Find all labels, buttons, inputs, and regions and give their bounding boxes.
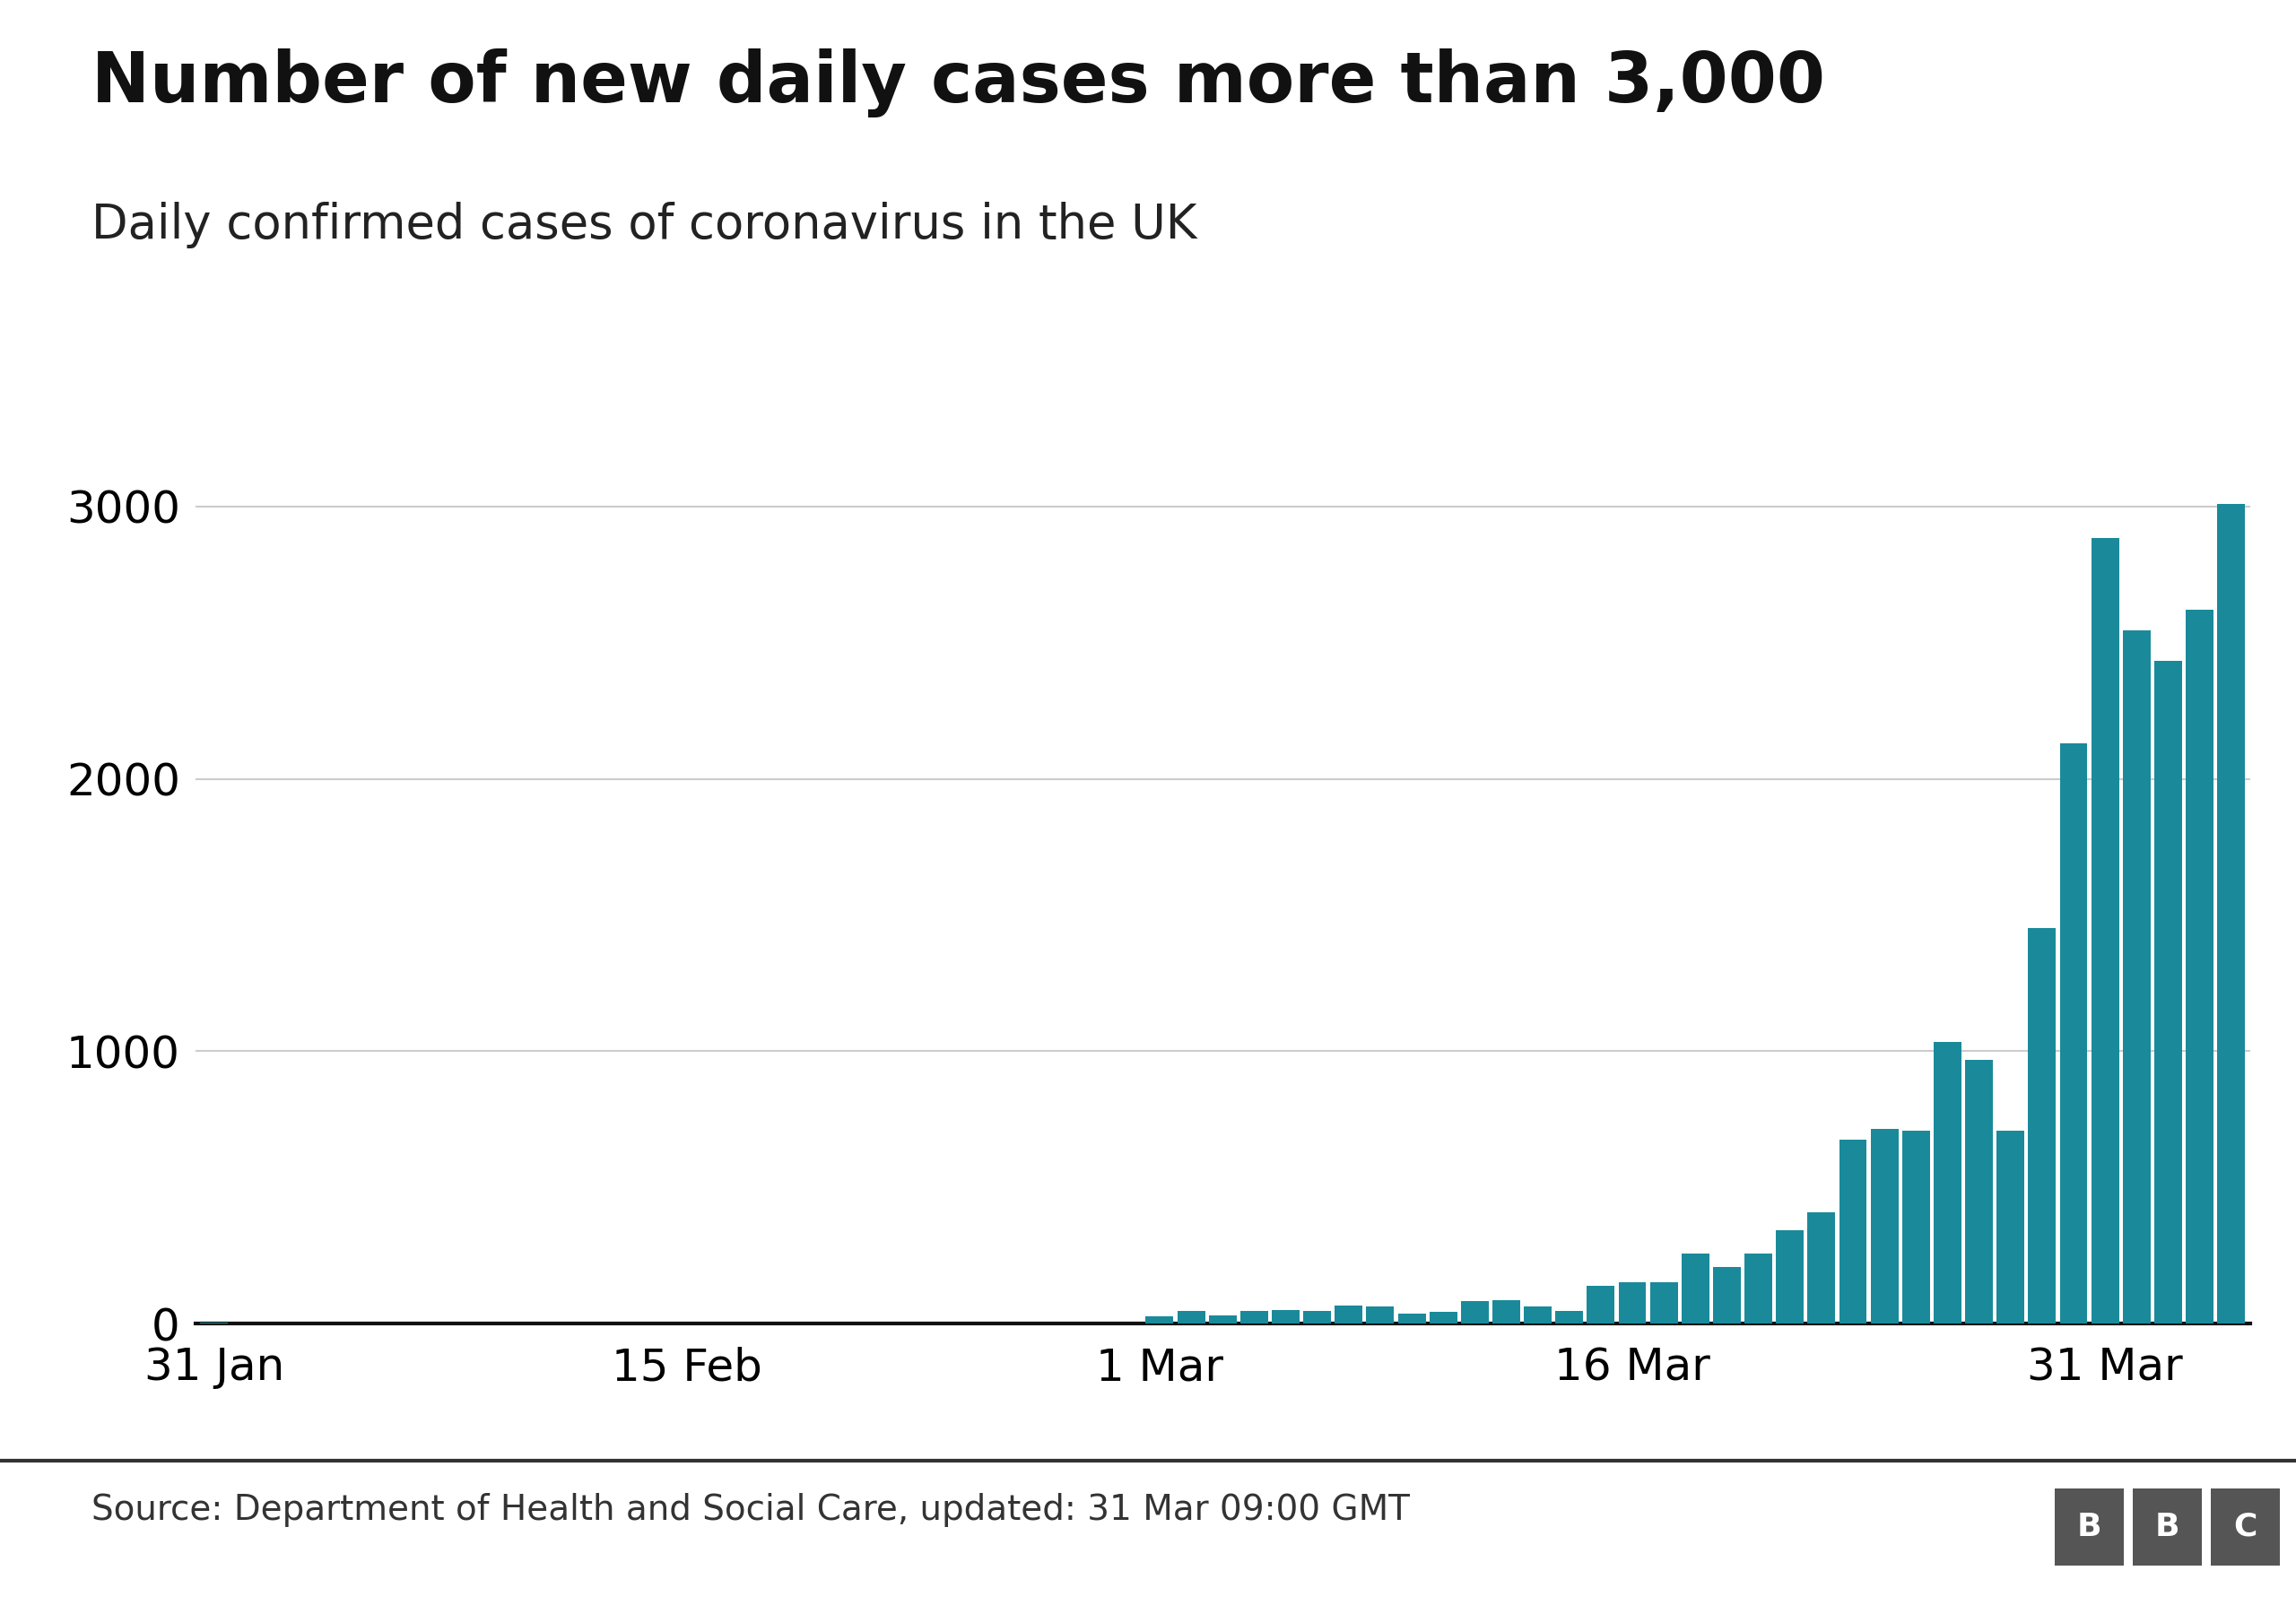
- Bar: [1651, 1282, 1678, 1323]
- Bar: [1525, 1306, 1552, 1323]
- Bar: [1366, 1306, 1394, 1323]
- Text: Source: Department of Health and Social Care, updated: 31 Mar 09:00 GMT: Source: Department of Health and Social …: [92, 1493, 1410, 1527]
- Bar: [1554, 1311, 1584, 1323]
- Text: B: B: [2156, 1512, 2179, 1541]
- Bar: [1745, 1252, 1773, 1323]
- Text: B: B: [2078, 1512, 2101, 1541]
- Text: Number of new daily cases more than 3,000: Number of new daily cases more than 3,00…: [92, 48, 1825, 118]
- Bar: [1334, 1306, 1362, 1323]
- Bar: [2186, 610, 2213, 1323]
- Bar: [1933, 1041, 1961, 1323]
- Bar: [2027, 928, 2055, 1323]
- Bar: [1146, 1315, 1173, 1323]
- Text: Daily confirmed cases of coronavirus in the UK: Daily confirmed cases of coronavirus in …: [92, 202, 1196, 249]
- Bar: [1965, 1060, 1993, 1323]
- Text: C: C: [2234, 1512, 2257, 1541]
- Bar: [1460, 1301, 1488, 1323]
- Bar: [2154, 660, 2181, 1323]
- Bar: [1240, 1311, 1267, 1323]
- Bar: [1398, 1314, 1426, 1323]
- Bar: [1208, 1315, 1238, 1323]
- Bar: [2124, 629, 2151, 1323]
- Bar: [1807, 1212, 1835, 1323]
- Bar: [1998, 1131, 2025, 1323]
- Bar: [1178, 1311, 1205, 1323]
- Bar: [1272, 1309, 1300, 1323]
- Bar: [1901, 1131, 1931, 1323]
- Bar: [1713, 1267, 1740, 1323]
- Bar: [1492, 1299, 1520, 1323]
- Bar: [1587, 1286, 1614, 1323]
- Bar: [1304, 1311, 1332, 1323]
- Bar: [1681, 1254, 1708, 1323]
- Bar: [1839, 1139, 1867, 1323]
- Bar: [1777, 1230, 1805, 1323]
- Bar: [1619, 1282, 1646, 1323]
- Bar: [2218, 504, 2245, 1323]
- Bar: [1871, 1130, 1899, 1323]
- Bar: [1430, 1312, 1458, 1323]
- Bar: [2092, 537, 2119, 1323]
- Bar: [2060, 744, 2087, 1323]
